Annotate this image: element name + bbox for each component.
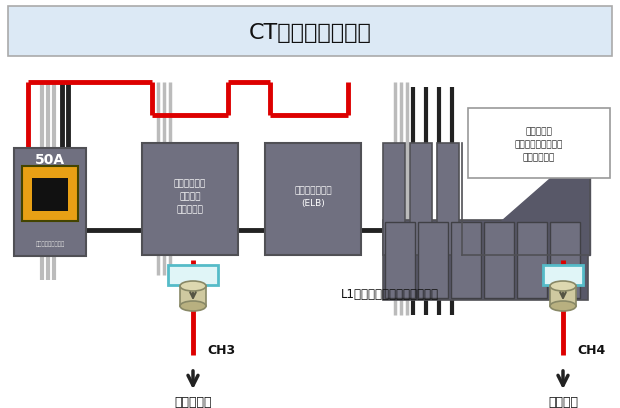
FancyBboxPatch shape <box>437 143 459 255</box>
Text: 50A: 50A <box>35 153 65 167</box>
FancyBboxPatch shape <box>385 222 415 298</box>
FancyBboxPatch shape <box>484 222 514 298</box>
Text: CH4: CH4 <box>577 344 605 357</box>
Text: CH3: CH3 <box>207 344 235 357</box>
FancyBboxPatch shape <box>142 143 238 255</box>
Text: サービスブレーカー: サービスブレーカー <box>35 241 64 247</box>
FancyBboxPatch shape <box>32 178 68 211</box>
Ellipse shape <box>550 301 576 311</box>
Text: 太陽光発電用
系統連系
ブレーカー: 太陽光発電用 系統連系 ブレーカー <box>174 179 206 215</box>
Text: 太陽光発電: 太陽光発電 <box>174 396 212 408</box>
Ellipse shape <box>180 301 206 311</box>
Text: CTの取り付け位置: CTの取り付け位置 <box>249 23 371 43</box>
FancyBboxPatch shape <box>468 108 610 178</box>
FancyBboxPatch shape <box>410 143 432 255</box>
Text: 漏電ブレーカー
(ELB): 漏電ブレーカー (ELB) <box>294 186 332 208</box>
FancyBboxPatch shape <box>180 286 206 306</box>
FancyBboxPatch shape <box>451 222 481 298</box>
Polygon shape <box>462 143 590 255</box>
FancyBboxPatch shape <box>383 220 588 300</box>
Text: 燃料電池: 燃料電池 <box>548 396 578 408</box>
FancyBboxPatch shape <box>517 222 547 298</box>
FancyBboxPatch shape <box>22 166 78 221</box>
FancyBboxPatch shape <box>383 143 405 255</box>
FancyBboxPatch shape <box>418 222 448 298</box>
FancyBboxPatch shape <box>8 6 612 56</box>
FancyBboxPatch shape <box>14 148 86 256</box>
Text: 燃料電池用
系統連系ブレーカー
（２線の例）: 燃料電池用 系統連系ブレーカー （２線の例） <box>515 127 563 163</box>
Ellipse shape <box>180 281 206 291</box>
FancyBboxPatch shape <box>265 143 361 255</box>
FancyBboxPatch shape <box>168 265 218 285</box>
FancyBboxPatch shape <box>543 265 583 285</box>
Ellipse shape <box>550 281 576 291</box>
FancyBboxPatch shape <box>550 286 576 306</box>
FancyBboxPatch shape <box>550 222 580 298</box>
Text: L1相から電源を配線した場合: L1相から電源を配線した場合 <box>341 288 439 302</box>
